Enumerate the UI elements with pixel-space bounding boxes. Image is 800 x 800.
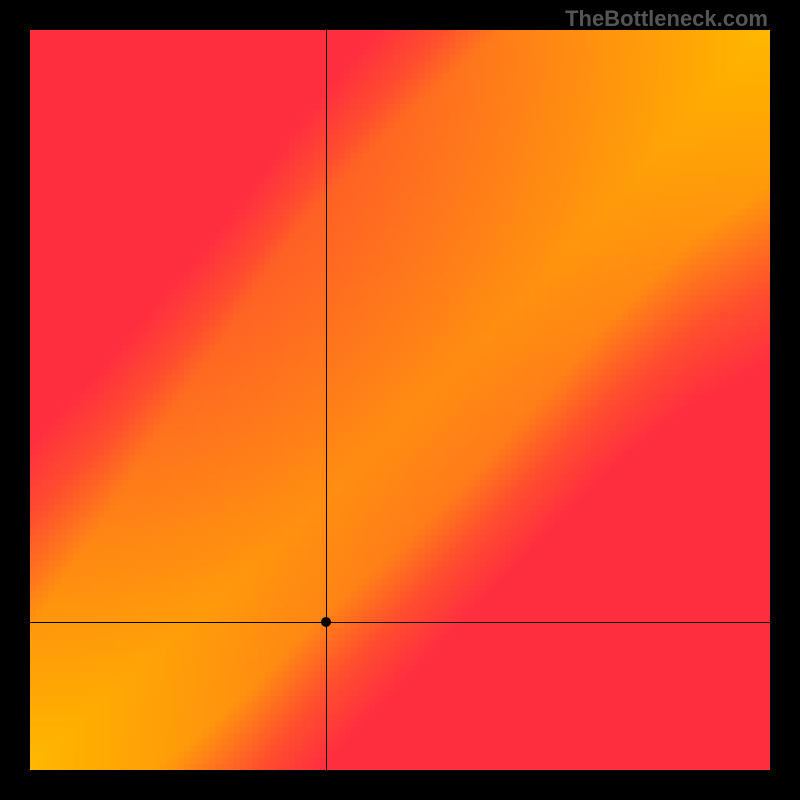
chart-container: TheBottleneck.com: [0, 0, 800, 800]
bottleneck-heatmap: [30, 30, 770, 770]
crosshair-vertical: [326, 30, 327, 770]
crosshair-horizontal: [30, 622, 770, 623]
watermark-text: TheBottleneck.com: [565, 6, 768, 32]
crosshair-marker-dot: [321, 617, 331, 627]
